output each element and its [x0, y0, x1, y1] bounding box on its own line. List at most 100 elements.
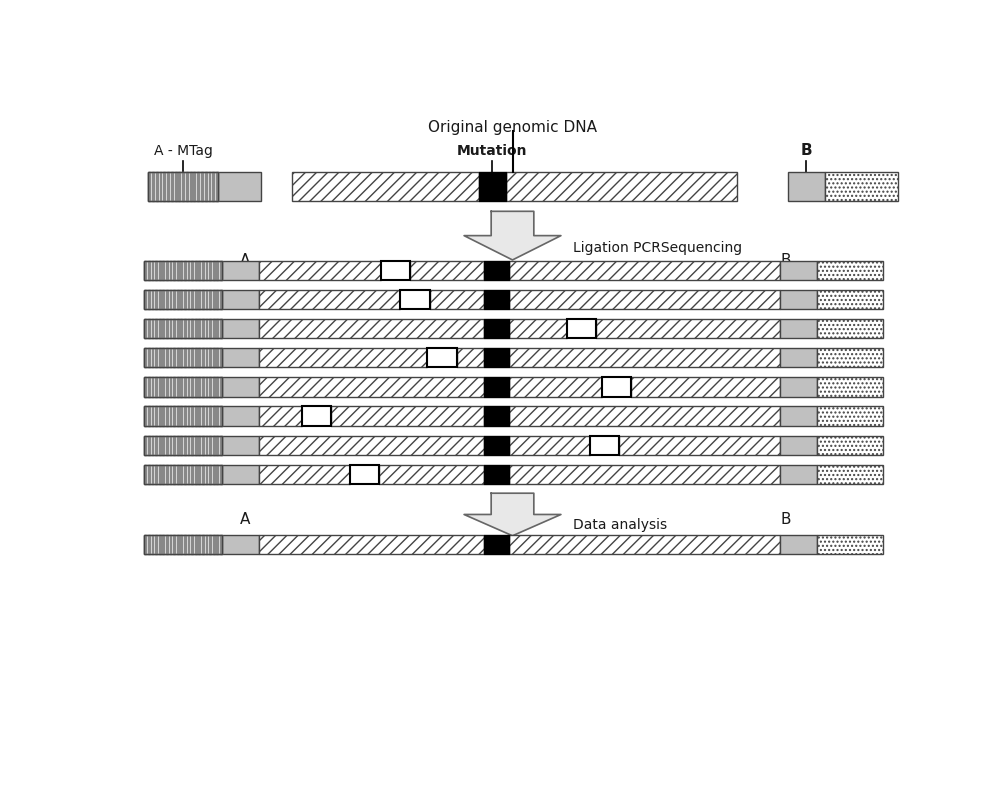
Bar [148, 290, 150, 309]
Bar [195, 377, 197, 397]
Bar [198, 436, 200, 455]
Bar [788, 172, 825, 201]
Bar [166, 319, 168, 338]
Bar [780, 260, 817, 280]
Bar [170, 436, 171, 455]
Bar [160, 172, 161, 201]
Bar [180, 436, 182, 455]
Bar [155, 377, 157, 397]
Bar [484, 260, 509, 280]
Bar [220, 406, 222, 426]
Bar [509, 290, 780, 309]
Bar [220, 290, 222, 309]
Bar [206, 465, 207, 484]
Bar [457, 348, 484, 368]
Bar [155, 465, 157, 484]
Text: A: A [240, 252, 250, 267]
Bar [817, 290, 883, 309]
Bar [184, 436, 186, 455]
Text: Ligation PCRSequencing: Ligation PCRSequencing [573, 241, 742, 255]
Bar [159, 436, 161, 455]
Bar [144, 534, 222, 554]
Bar [484, 534, 509, 554]
Bar [780, 319, 817, 338]
Bar [195, 260, 197, 280]
Bar [259, 348, 427, 368]
Bar [144, 319, 146, 338]
Bar [170, 260, 171, 280]
Bar [191, 436, 193, 455]
Bar [216, 534, 218, 554]
Bar [198, 534, 200, 554]
Bar [817, 348, 883, 368]
Bar [166, 436, 168, 455]
Bar [148, 260, 150, 280]
Bar [509, 377, 602, 397]
Bar [590, 436, 619, 455]
Bar [198, 348, 200, 368]
Bar [602, 377, 631, 397]
Bar [193, 172, 195, 201]
Bar [506, 172, 737, 201]
Bar [173, 406, 175, 426]
Polygon shape [464, 493, 561, 536]
Text: Original genomic DNA: Original genomic DNA [428, 120, 597, 135]
Bar [190, 172, 192, 201]
Bar [152, 319, 153, 338]
Bar [509, 534, 780, 554]
Bar [184, 534, 186, 554]
Bar [259, 465, 350, 484]
Bar [216, 290, 218, 309]
Bar [148, 465, 150, 484]
Bar [162, 436, 164, 455]
Bar [780, 377, 817, 397]
Bar [148, 436, 150, 455]
Bar [209, 436, 211, 455]
Bar [171, 172, 173, 201]
Bar [184, 319, 186, 338]
Bar [209, 377, 211, 397]
Bar [170, 377, 171, 397]
Bar [198, 319, 200, 338]
Bar [213, 348, 215, 368]
Bar [817, 465, 883, 484]
Bar [484, 319, 509, 338]
Bar [152, 260, 153, 280]
Bar [156, 172, 158, 201]
Bar [144, 406, 146, 426]
Bar [180, 319, 182, 338]
Bar [222, 348, 259, 368]
Bar [202, 260, 204, 280]
Bar [817, 436, 883, 455]
Text: B: B [780, 512, 791, 527]
Bar [195, 436, 197, 455]
Bar [166, 290, 168, 309]
Bar [188, 377, 189, 397]
Bar [381, 260, 410, 280]
Bar [180, 534, 182, 554]
Bar [817, 534, 883, 554]
Bar [195, 290, 197, 309]
Bar [144, 534, 222, 554]
Bar [152, 377, 153, 397]
Bar [817, 260, 883, 280]
Text: Mutation: Mutation [457, 144, 528, 159]
Polygon shape [464, 211, 561, 260]
Bar [177, 319, 179, 338]
Bar [180, 260, 182, 280]
Bar [209, 260, 211, 280]
Bar [166, 406, 168, 426]
Text: A: A [240, 512, 250, 527]
Text: B: B [780, 252, 791, 267]
Bar [209, 290, 211, 309]
Bar [148, 172, 218, 201]
Bar [212, 172, 214, 201]
Bar [400, 290, 430, 309]
Bar [180, 290, 182, 309]
Bar [144, 290, 222, 309]
Bar [780, 290, 817, 309]
Bar [166, 348, 168, 368]
Bar [209, 319, 211, 338]
Bar [216, 377, 218, 397]
Bar [817, 319, 883, 338]
